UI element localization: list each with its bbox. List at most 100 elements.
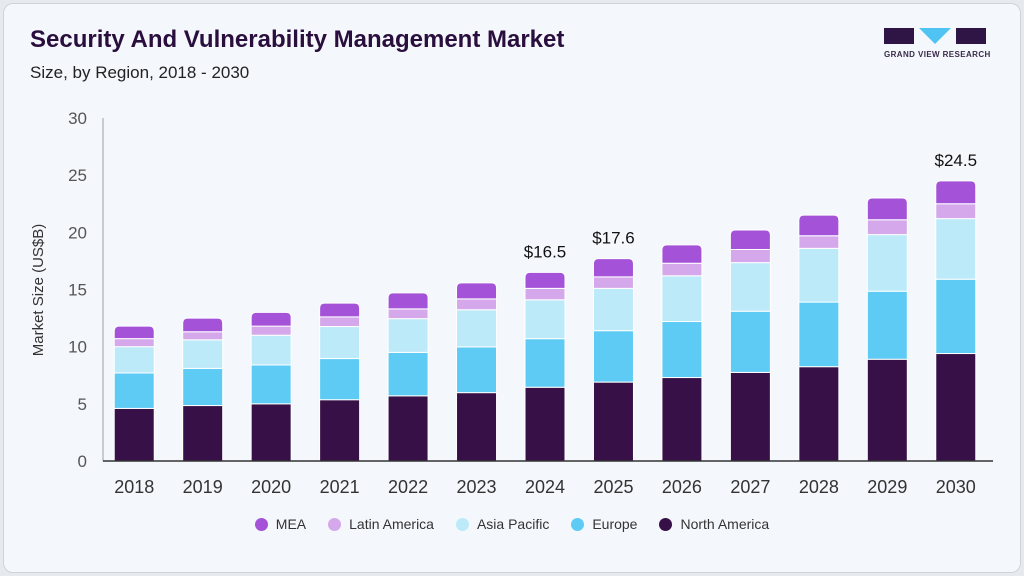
bar-segment-latin-america xyxy=(729,248,771,264)
bar-segment-europe xyxy=(935,278,977,355)
bar-segment-latin-america xyxy=(866,219,908,236)
bar-segment-europe xyxy=(729,310,771,373)
bar-segment-asia-pacific xyxy=(250,334,292,366)
bar-segment-mea xyxy=(592,258,634,278)
bar-segment-mea xyxy=(866,197,908,221)
bar-segment-asia-pacific xyxy=(182,339,224,369)
bar-segment-asia-pacific xyxy=(319,326,361,360)
bar-segment-north-america xyxy=(387,395,429,462)
bar-segment-latin-america xyxy=(592,276,634,289)
legend-swatch-icon xyxy=(571,517,585,531)
bar-segment-asia-pacific xyxy=(798,247,840,303)
bar-segment-asia-pacific xyxy=(113,346,155,374)
bar-segment-europe xyxy=(866,290,908,360)
bar-segment-latin-america xyxy=(456,298,498,311)
bar-segment-north-america xyxy=(798,366,840,462)
y-tick-label: 10 xyxy=(68,338,87,357)
bar-segment-latin-america xyxy=(798,235,840,249)
bar-segment-north-america xyxy=(729,371,771,462)
data-label: $17.6 xyxy=(592,229,635,248)
x-tick-label: 2022 xyxy=(388,477,428,497)
x-tick-label: 2018 xyxy=(114,477,154,497)
bar-segment-europe xyxy=(250,364,292,405)
bar-segment-north-america xyxy=(250,403,292,462)
x-tick-label: 2027 xyxy=(730,477,770,497)
bar-segment-latin-america xyxy=(182,331,224,341)
bar-segment-europe xyxy=(798,301,840,368)
legend-swatch-icon xyxy=(254,517,268,531)
bar-segment-europe xyxy=(113,372,155,409)
x-tick-label: 2021 xyxy=(320,477,360,497)
bar-segment-mea xyxy=(935,180,977,205)
legend-label: MEA xyxy=(275,516,307,532)
data-label: $24.5 xyxy=(934,151,977,170)
bar-segment-north-america xyxy=(661,377,703,462)
bar-segment-asia-pacific xyxy=(729,262,771,312)
x-tick-label: 2030 xyxy=(936,477,976,497)
bar-segment-latin-america xyxy=(661,262,703,277)
bar-segment-mea xyxy=(798,214,840,237)
bar-segment-latin-america xyxy=(319,316,361,328)
bar-segment-latin-america xyxy=(250,325,292,336)
bar-segment-mea xyxy=(250,311,292,327)
x-tick-label: 2024 xyxy=(525,477,565,497)
y-tick-label: 5 xyxy=(78,395,87,414)
bar-segment-europe xyxy=(456,346,498,394)
y-tick-label: 30 xyxy=(68,109,87,128)
bar-segment-asia-pacific xyxy=(456,309,498,348)
x-tick-label: 2019 xyxy=(183,477,223,497)
data-label: $16.5 xyxy=(524,242,567,261)
y-tick-label: 25 xyxy=(68,166,87,185)
bar-segment-latin-america xyxy=(935,203,977,220)
bar-segment-latin-america xyxy=(524,287,566,301)
bar-segment-north-america xyxy=(866,358,908,462)
chart-subtitle: Size, by Region, 2018 - 2030 xyxy=(30,63,250,82)
legend-label: North America xyxy=(680,516,770,532)
y-axis-title: Market Size (US$B) xyxy=(30,224,47,357)
y-tick-label: 0 xyxy=(78,452,87,471)
grand-view-research-logo: GRAND VIEW RESEARCH xyxy=(884,27,991,61)
bar-segment-asia-pacific xyxy=(524,299,566,340)
bar-segment-europe xyxy=(182,367,224,407)
x-tick-label: 2028 xyxy=(799,477,839,497)
y-tick-label: 20 xyxy=(68,223,87,242)
bar-segment-mea xyxy=(729,229,771,250)
legend-item: Latin America xyxy=(328,516,434,532)
legend: MEA Latin America Asia Pacific Europe North … xyxy=(0,516,1024,532)
logo-text: GRAND VIEW RESEARCH xyxy=(884,50,991,59)
bar-segment-north-america xyxy=(592,381,634,462)
chart-card xyxy=(3,3,1021,573)
legend-swatch-icon xyxy=(659,517,673,531)
bar-segment-asia-pacific xyxy=(935,218,977,280)
bar-segment-north-america xyxy=(182,405,224,462)
bar-segment-mea xyxy=(113,325,155,340)
bar-segment-europe xyxy=(592,330,634,383)
x-tick-label: 2023 xyxy=(457,477,497,497)
bar-segment-mea xyxy=(661,244,703,264)
bar-segment-north-america xyxy=(524,386,566,462)
bar-segment-asia-pacific xyxy=(592,287,634,332)
bar-segment-asia-pacific xyxy=(387,318,429,353)
legend-label: Asia Pacific xyxy=(476,516,550,532)
bar-segment-north-america xyxy=(456,392,498,462)
legend-swatch-icon xyxy=(328,517,342,531)
legend-label: Latin America xyxy=(349,516,434,532)
bar-segment-mea xyxy=(182,317,224,333)
legend-item: Europe xyxy=(571,516,637,532)
bar-segment-north-america xyxy=(113,407,155,462)
bar-segment-europe xyxy=(319,358,361,401)
bar-segment-mea xyxy=(524,271,566,289)
bar-segment-mea xyxy=(387,292,429,310)
x-tick-label: 2029 xyxy=(867,477,907,497)
logo-mark-icon xyxy=(884,28,986,44)
legend-label: Europe xyxy=(592,516,638,532)
chart-title: Security And Vulnerability Management Ma… xyxy=(30,26,565,53)
bar-segment-mea xyxy=(456,282,498,300)
bar-segment-north-america xyxy=(935,353,977,462)
x-tick-label: 2020 xyxy=(251,477,291,497)
bar-segment-mea xyxy=(319,302,361,318)
x-tick-label: 2025 xyxy=(593,477,633,497)
legend-item: North America xyxy=(659,516,769,532)
y-tick-label: 15 xyxy=(68,281,87,300)
